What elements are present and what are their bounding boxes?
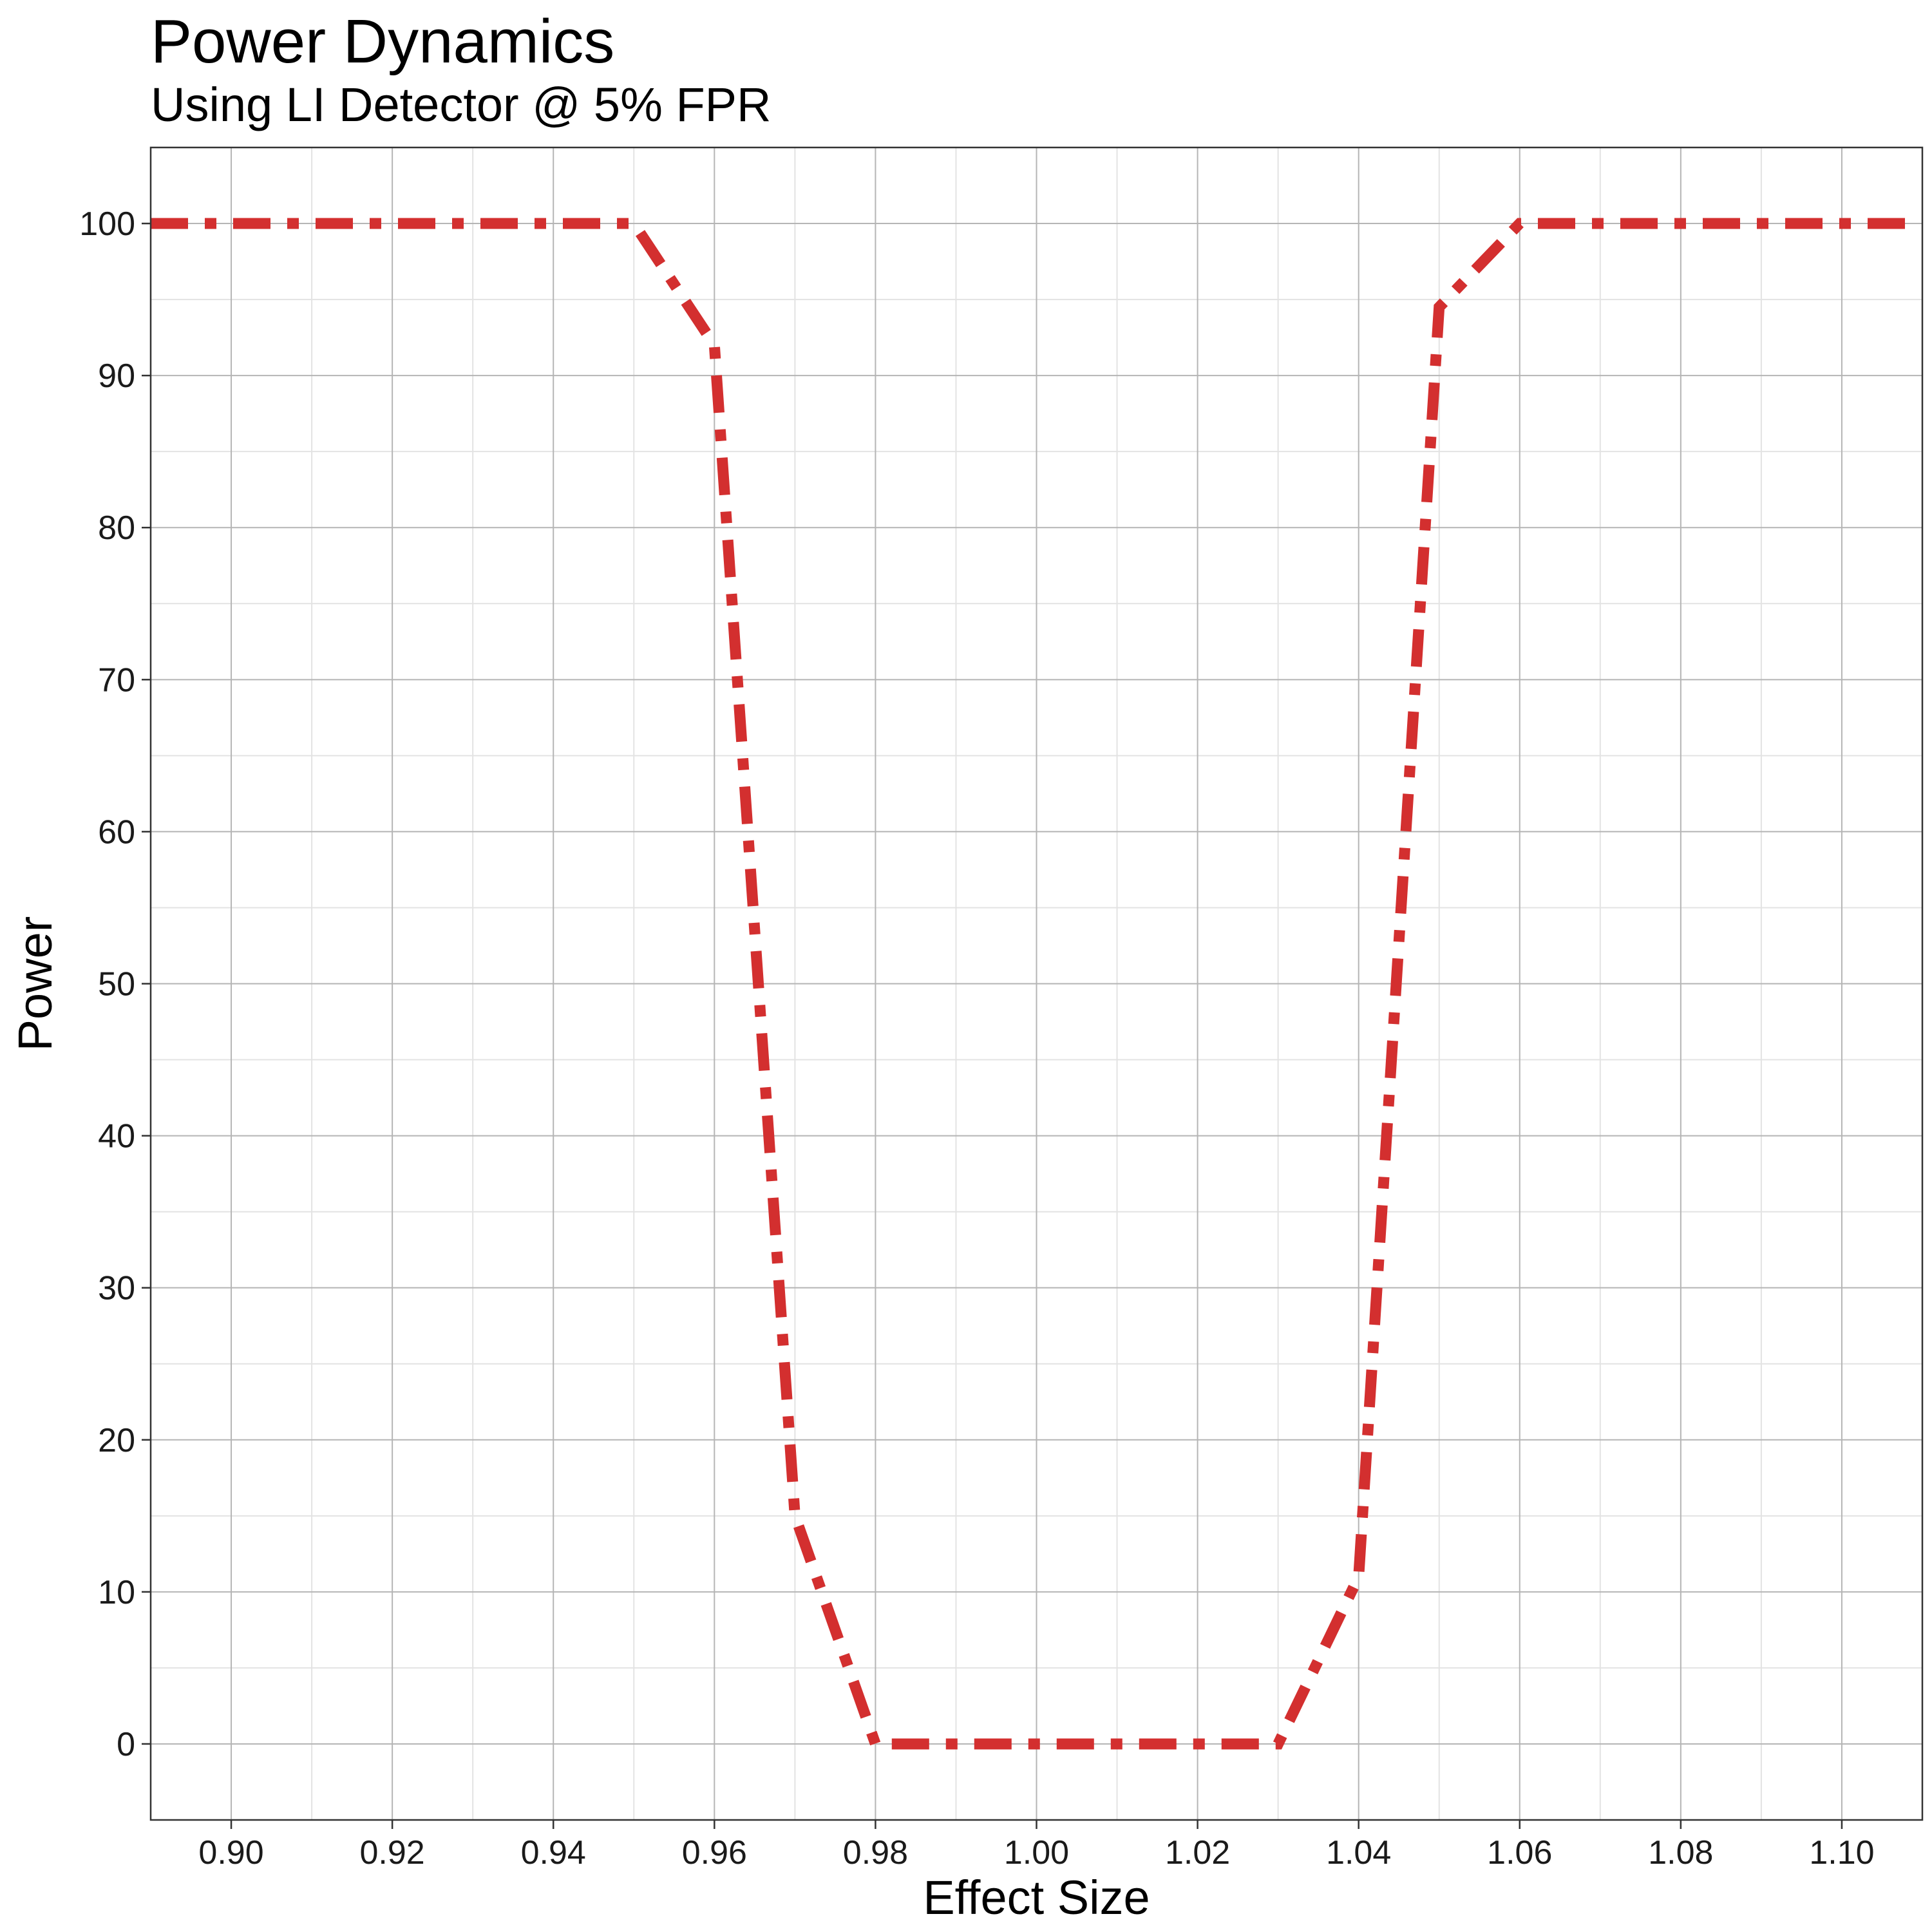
power-series-line [151,218,1922,1750]
y-tick-label: 100 [79,205,135,243]
y-tick-label: 10 [98,1574,135,1611]
major-gridlines [151,147,1922,1820]
x-tick-label: 0.98 [843,1834,908,1871]
x-tick-label: 0.96 [682,1834,747,1871]
y-tick-label: 70 [98,661,135,699]
y-tick-label: 20 [98,1422,135,1459]
y-tick-label: 0 [117,1726,135,1763]
x-tick-label: 0.92 [360,1834,425,1871]
y-tick-label: 50 [98,966,135,1003]
x-axis: 0.90 0.92 0.94 0.96 0.98 1.00 1.02 1.04 1.06 1.08… [198,1820,1875,1871]
y-axis: 0 10 20 30 40 50 60 70 80 90 100 [79,205,151,1763]
x-axis-title: Effect Size [923,1871,1150,1924]
y-axis-title: Power [8,916,62,1052]
x-tick-label: 0.94 [521,1834,586,1871]
chart-title: Power Dynamics [151,7,615,76]
y-tick-label: 90 [98,357,135,395]
y-tick-label: 60 [98,813,135,851]
series-layer [151,218,1922,1750]
x-tick-label: 1.06 [1487,1834,1552,1871]
x-tick-label: 1.10 [1809,1834,1874,1871]
x-tick-label: 1.02 [1165,1834,1230,1871]
x-tick-label: 0.90 [198,1834,263,1871]
y-tick-label: 80 [98,509,135,547]
y-tick-label: 40 [98,1118,135,1155]
x-tick-label: 1.00 [1004,1834,1069,1871]
x-tick-label: 1.04 [1326,1834,1391,1871]
chart-subtitle: Using LI Detector @ 5% FPR [151,78,772,131]
x-tick-label: 1.08 [1648,1834,1713,1871]
y-tick-label: 30 [98,1270,135,1307]
